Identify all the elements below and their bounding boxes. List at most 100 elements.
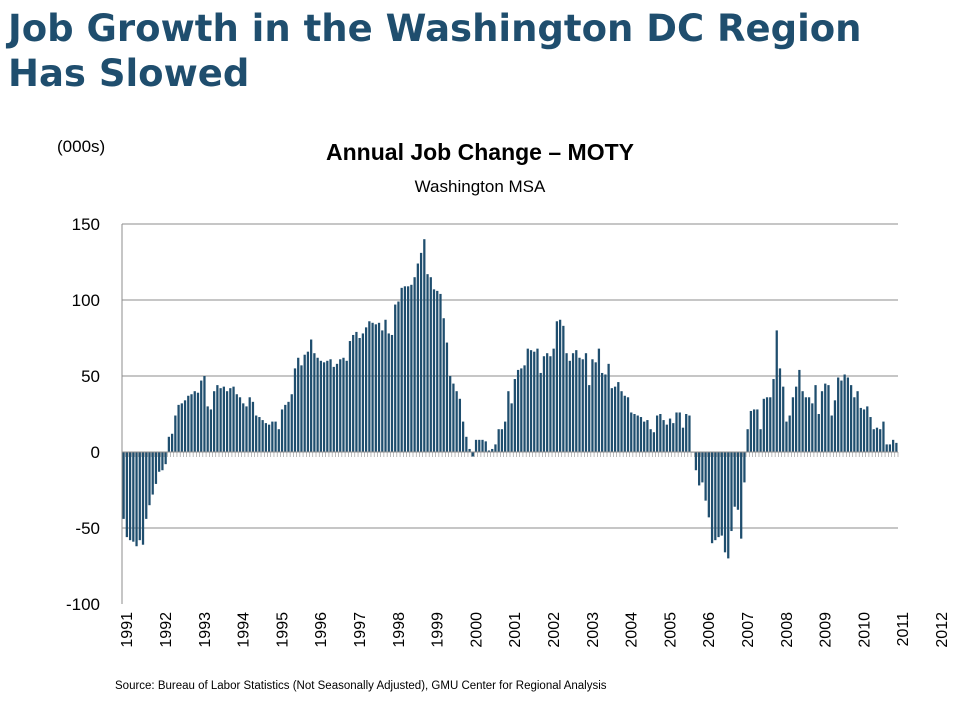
bar: [571, 353, 575, 452]
bar: [895, 442, 898, 452]
bar: [384, 319, 387, 452]
x-tick-label: 1991: [119, 612, 136, 648]
bar: [636, 415, 639, 452]
bar: [342, 357, 345, 452]
bar: [158, 452, 161, 472]
x-tick-label: 1994: [236, 612, 253, 648]
bar: [672, 423, 675, 452]
bar: [827, 385, 830, 452]
bar: [345, 360, 348, 452]
bar: [390, 334, 394, 452]
x-tick-label: 2010: [856, 612, 873, 648]
bar: [513, 379, 516, 452]
bar: [788, 415, 791, 452]
bar: [652, 432, 656, 452]
bar: [358, 338, 361, 452]
bar: [762, 398, 765, 452]
bar: [520, 368, 523, 452]
bar: [765, 397, 769, 452]
bar: [655, 415, 659, 452]
bar: [597, 348, 601, 452]
bar: [258, 417, 261, 452]
bar: [203, 376, 206, 452]
bar: [300, 365, 303, 452]
bar: [206, 406, 209, 452]
bar: [455, 391, 458, 452]
bar: [329, 359, 332, 452]
bar: [888, 444, 892, 452]
bar: [200, 380, 203, 452]
bar: [704, 452, 707, 501]
bar: [824, 383, 827, 452]
bar: [387, 333, 390, 452]
bar: [607, 363, 610, 452]
bar: [811, 403, 814, 452]
bar: [581, 359, 584, 452]
x-tick-label: 2007: [740, 612, 757, 648]
bar: [216, 385, 219, 452]
bar: [196, 392, 200, 452]
bar: [610, 388, 613, 452]
bar: [255, 415, 258, 452]
bar: [403, 286, 407, 452]
bar: [869, 417, 872, 452]
bar: [659, 414, 662, 452]
bar: [526, 348, 529, 452]
bar: [468, 448, 471, 452]
bar: [727, 452, 730, 559]
x-tick-label: 1997: [352, 612, 369, 648]
bar: [465, 436, 468, 452]
bar: [542, 356, 546, 452]
x-tick-label: 1999: [430, 612, 447, 648]
bar: [523, 365, 526, 452]
bar: [148, 452, 151, 506]
bar: [371, 322, 374, 452]
slide-title-line2: Has Slowed: [8, 52, 250, 96]
bar: [639, 417, 643, 452]
bar: [400, 287, 403, 452]
bar: [407, 286, 410, 452]
bar: [685, 414, 688, 452]
bar: [817, 414, 820, 452]
bar: [183, 400, 187, 452]
bar: [245, 406, 248, 452]
bar: [170, 433, 174, 452]
bar: [484, 441, 487, 452]
unit-label: (000s): [57, 137, 106, 156]
bar: [714, 452, 717, 541]
bar: [377, 322, 381, 452]
bar: [271, 421, 274, 452]
chart-title: Annual Job Change – MOTY: [326, 139, 634, 165]
x-tick-label: 1998: [391, 612, 408, 648]
bar: [332, 366, 335, 452]
bar: [801, 391, 804, 452]
bar: [759, 429, 762, 452]
bar: [558, 319, 562, 452]
bar: [620, 391, 623, 452]
bar: [591, 359, 594, 452]
bar: [287, 401, 290, 452]
bar: [167, 436, 171, 452]
bar: [316, 357, 319, 452]
bar: [892, 439, 895, 452]
bar: [736, 452, 740, 510]
bar: [426, 274, 429, 452]
bar: [584, 353, 588, 452]
bar: [303, 354, 306, 452]
bar: [782, 386, 785, 452]
bar: [491, 448, 494, 452]
y-tick-label: -50: [75, 519, 100, 538]
bar: [733, 452, 736, 507]
bar: [187, 395, 190, 452]
bar: [264, 423, 268, 452]
x-tick-label: 2008: [779, 612, 796, 648]
bar: [546, 353, 549, 452]
bar: [565, 353, 568, 452]
x-tick-label: 2011: [895, 612, 912, 647]
bar: [701, 452, 704, 483]
bar: [225, 391, 229, 452]
bar: [478, 439, 481, 452]
bar: [161, 452, 164, 471]
bar: [662, 420, 665, 452]
